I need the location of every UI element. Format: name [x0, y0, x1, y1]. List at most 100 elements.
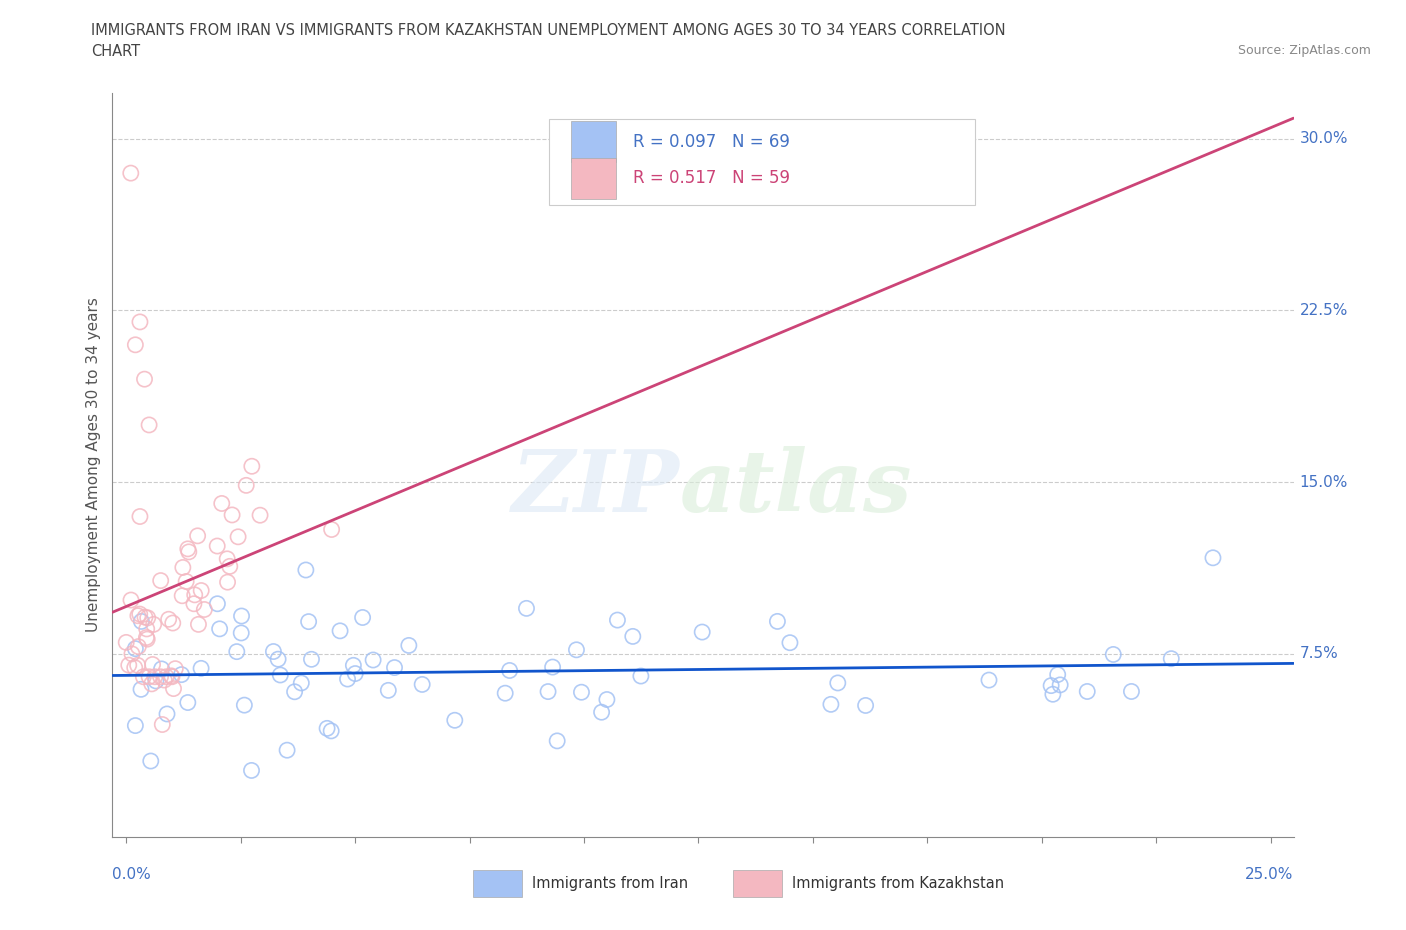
- Point: [1049, 677, 1071, 692]
- Point: [1046, 667, 1069, 682]
- Bar: [472, 870, 522, 897]
- Point: [172, 560, 194, 575]
- Text: Immigrants from Kazakhstan: Immigrants from Kazakhstan: [792, 876, 1004, 891]
- Point: [344, 666, 367, 681]
- Point: [571, 684, 593, 699]
- Point: [129, 682, 152, 697]
- Point: [342, 658, 364, 672]
- Point: [127, 608, 149, 623]
- Point: [124, 338, 146, 352]
- Point: [121, 646, 143, 661]
- Point: [494, 685, 516, 700]
- Point: [411, 677, 433, 692]
- Point: [141, 676, 163, 691]
- Point: [162, 681, 184, 696]
- Point: [827, 675, 849, 690]
- Point: [295, 563, 318, 578]
- Point: [361, 653, 384, 668]
- Point: [190, 661, 212, 676]
- Point: [138, 418, 160, 432]
- FancyBboxPatch shape: [550, 119, 974, 205]
- Point: [205, 538, 228, 553]
- Point: [231, 608, 253, 623]
- Text: Immigrants from Iran: Immigrants from Iran: [531, 876, 688, 891]
- Point: [135, 631, 157, 645]
- Point: [177, 541, 200, 556]
- Point: [127, 658, 149, 672]
- Point: [276, 743, 298, 758]
- Point: [208, 621, 231, 636]
- Point: [336, 671, 359, 686]
- Point: [321, 724, 343, 738]
- Text: CHART: CHART: [91, 44, 141, 59]
- Point: [606, 613, 628, 628]
- Point: [977, 672, 1000, 687]
- Point: [443, 712, 465, 727]
- Point: [384, 660, 406, 675]
- Point: [120, 166, 142, 180]
- Text: IMMIGRANTS FROM IRAN VS IMMIGRANTS FROM KAZAKHSTAN UNEMPLOYMENT AMONG AGES 30 TO: IMMIGRANTS FROM IRAN VS IMMIGRANTS FROM …: [91, 23, 1007, 38]
- Point: [170, 667, 193, 682]
- Point: [565, 643, 588, 658]
- Point: [1160, 651, 1182, 666]
- Point: [118, 658, 141, 672]
- Point: [172, 589, 194, 604]
- Point: [142, 617, 165, 631]
- Point: [174, 574, 197, 589]
- Point: [211, 496, 233, 511]
- Point: [157, 612, 180, 627]
- Point: [134, 610, 156, 625]
- Point: [321, 522, 343, 537]
- Point: [301, 652, 323, 667]
- Point: [316, 721, 339, 736]
- Point: [352, 610, 374, 625]
- Point: [240, 458, 263, 473]
- Point: [240, 763, 263, 777]
- Point: [190, 583, 212, 598]
- Text: ZIP: ZIP: [512, 445, 679, 529]
- Point: [231, 626, 253, 641]
- Text: R = 0.097   N = 69: R = 0.097 N = 69: [633, 133, 790, 151]
- Point: [233, 698, 256, 712]
- Point: [124, 718, 146, 733]
- Point: [155, 670, 177, 684]
- Point: [124, 660, 146, 675]
- Point: [160, 669, 183, 684]
- Point: [541, 659, 564, 674]
- Point: [115, 635, 138, 650]
- Text: 0.0%: 0.0%: [112, 867, 152, 882]
- Point: [149, 670, 172, 684]
- Point: [187, 528, 209, 543]
- Text: 22.5%: 22.5%: [1299, 303, 1348, 318]
- Point: [235, 478, 257, 493]
- Point: [131, 614, 153, 629]
- Point: [160, 670, 183, 684]
- Point: [136, 610, 159, 625]
- Point: [779, 635, 801, 650]
- Point: [207, 596, 229, 611]
- Point: [515, 601, 537, 616]
- Point: [150, 661, 173, 676]
- Point: [1042, 686, 1064, 701]
- Point: [820, 697, 842, 711]
- Point: [546, 734, 568, 749]
- Point: [398, 638, 420, 653]
- Point: [183, 588, 205, 603]
- Point: [150, 717, 173, 732]
- Text: atlas: atlas: [679, 445, 912, 529]
- Point: [221, 508, 243, 523]
- Point: [129, 509, 152, 524]
- Point: [249, 508, 271, 523]
- Y-axis label: Unemployment Among Ages 30 to 34 years: Unemployment Among Ages 30 to 34 years: [86, 298, 101, 632]
- Point: [143, 670, 166, 684]
- Point: [193, 602, 215, 617]
- Point: [177, 544, 200, 559]
- Point: [136, 631, 159, 646]
- Point: [591, 705, 613, 720]
- Point: [596, 692, 619, 707]
- Point: [128, 606, 150, 621]
- Text: 7.5%: 7.5%: [1299, 646, 1339, 661]
- Point: [127, 639, 149, 654]
- Point: [218, 559, 240, 574]
- Point: [284, 684, 307, 699]
